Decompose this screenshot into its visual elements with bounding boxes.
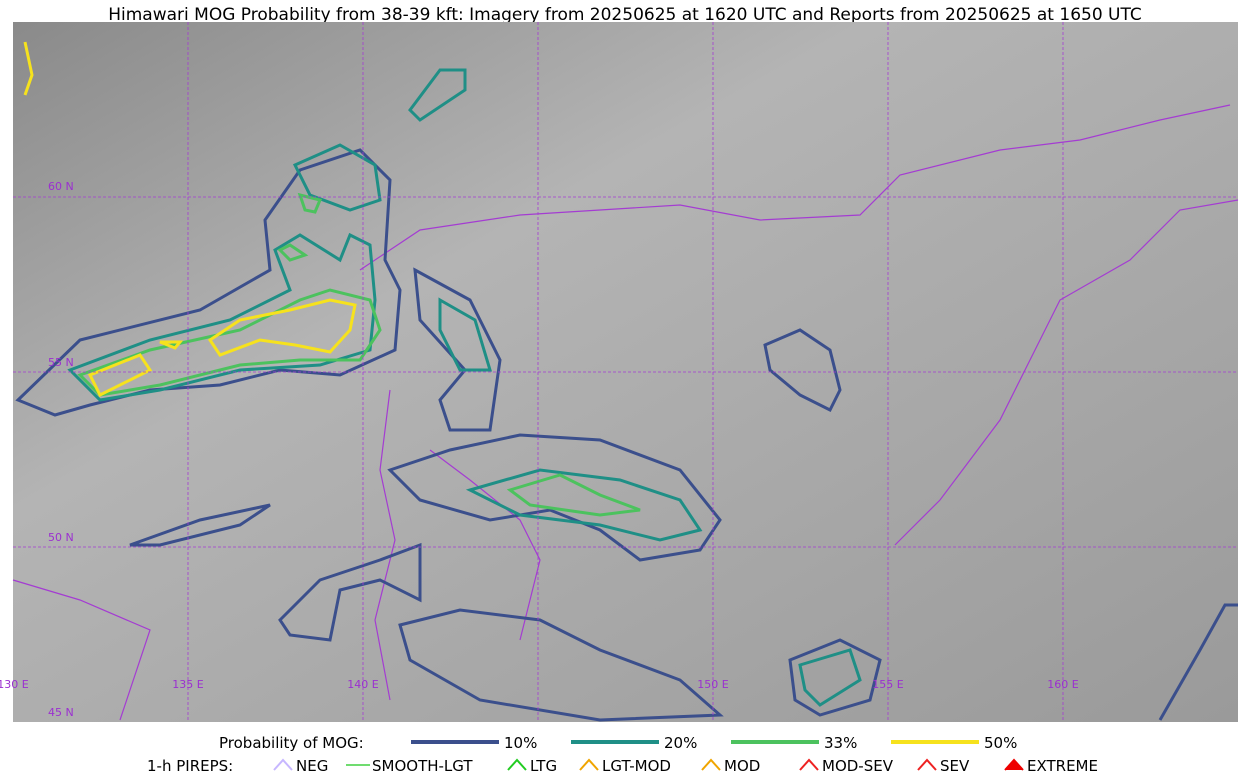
legend-label: 50% xyxy=(984,734,1017,752)
lat-label: 45 N xyxy=(48,706,74,719)
title: Himawari MOG Probability from 38-39 kft:… xyxy=(108,5,1142,25)
contour-10 xyxy=(15,148,1238,722)
legend-label: SEV xyxy=(940,757,970,775)
lat-label: 60 N xyxy=(48,180,74,193)
lon-label: 150 E xyxy=(697,678,728,691)
lon-label: 135 E xyxy=(172,678,203,691)
legend-symbol xyxy=(917,758,937,771)
legend-title: Probability of MOG: xyxy=(219,734,364,752)
legend-label: NEG xyxy=(296,757,328,775)
legend-label: 20% xyxy=(664,734,697,752)
legend-label: SMOOTH-LGT xyxy=(372,757,473,775)
legend-label: 10% xyxy=(504,734,537,752)
legend-label: MOD-SEV xyxy=(822,757,894,775)
legend-label: LTG xyxy=(530,757,557,775)
legend-symbol xyxy=(273,758,293,771)
map: 60 N 55 N 50 N 45 N 130 E 135 E 140 E 150 E 155 … xyxy=(0,22,1239,722)
legend-label: 33% xyxy=(824,734,857,752)
legend-label: LGT-MOD xyxy=(602,757,671,775)
lon-label: 140 E xyxy=(347,678,378,691)
legend: Probability of MOG: 10% 20% 33% 50% 1-h PIREP… xyxy=(147,734,1098,775)
legend-symbol xyxy=(1004,758,1024,771)
lat-label: 55 N xyxy=(48,356,74,369)
legend-symbol xyxy=(799,758,819,771)
contour-33 xyxy=(77,192,641,517)
coastline xyxy=(12,104,1239,721)
legend-label: MOD xyxy=(724,757,760,775)
lon-label: 160 E xyxy=(1047,678,1078,691)
legend-symbol xyxy=(507,758,527,771)
legend-symbol xyxy=(701,758,721,771)
grid xyxy=(13,22,1238,722)
legend-label: EXTREME xyxy=(1027,757,1098,775)
lon-label: 130 E xyxy=(0,678,29,691)
lat-label: 50 N xyxy=(48,531,74,544)
legend-title: 1-h PIREPS: xyxy=(147,757,233,775)
legend-symbol xyxy=(579,758,599,771)
contour-20 xyxy=(67,68,862,707)
contour-50 xyxy=(23,41,357,398)
lon-label: 155 E xyxy=(872,678,903,691)
